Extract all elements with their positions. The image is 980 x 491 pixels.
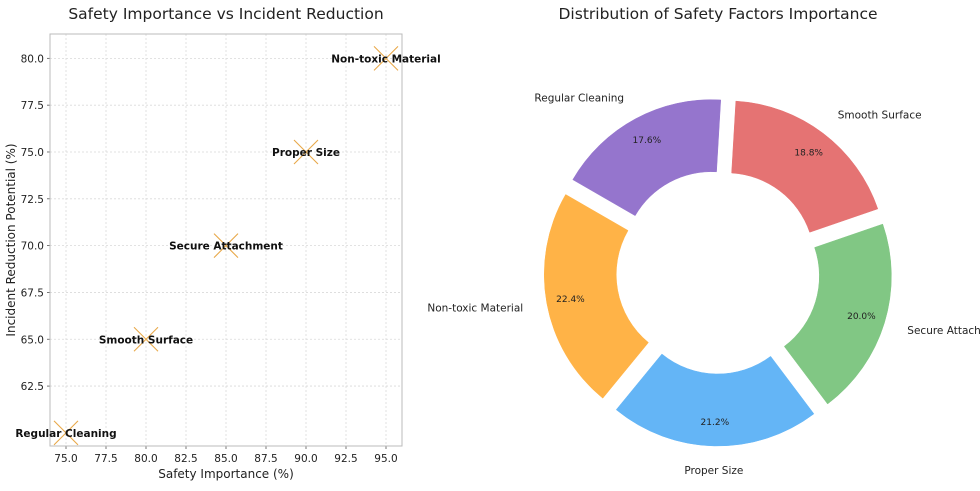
donut-slice-group: 20.0% Secure Attachment [783,223,980,405]
point-marker-stroke [53,420,79,446]
donut-slice [615,353,815,447]
slice-percent-label: 17.6% [633,136,662,146]
slice-label: Secure Attachment [907,325,980,337]
slice-percent-label: 20.0% [847,312,876,322]
y-tick-label: 62.5 [21,381,44,393]
slice-label: Regular Cleaning [534,93,624,105]
x-tick-labels: 75.0 77.5 80.0 82.5 85.0 87.5 90.0 92.5 95.0 [54,453,397,465]
slice-percent-label: 18.8% [794,149,823,159]
donut-slice [543,194,649,399]
point-marker-stroke [373,45,399,71]
x-tick-label: 90.0 [294,453,317,465]
point-label: Regular Cleaning [15,428,116,440]
y-tick-label: 77.5 [21,100,44,112]
y-tick-label: 65.0 [21,334,44,346]
point-label: Secure Attachment [169,241,283,253]
y-tick-labels: 62.5 65.0 67.5 70.0 72.5 75.0 77.5 80.0 [21,53,44,393]
slice-percent-label: 21.2% [701,418,730,428]
x-axis-label: Safety Importance (%) [158,467,294,481]
x-tick-label: 95.0 [374,453,397,465]
slice-label: Non-toxic Material [427,302,523,314]
scatter-plot-frame [49,33,403,447]
scatter-title: Safety Importance vs Incident Reduction [68,5,383,23]
scatter-point: Regular Cleaning [15,420,117,446]
donut-chart: Distribution of Safety Factors Importanc… [427,5,980,477]
point-label: Non-toxic Material [331,53,440,65]
y-tick-label: 80.0 [21,53,44,65]
scatter-points: Regular Cleaning Smooth Surface Secure Att… [15,45,441,446]
point-marker-stroke [133,326,159,352]
x-tick-label: 77.5 [94,453,117,465]
point-marker-stroke [293,139,319,165]
donut-slice [731,100,879,233]
x-tick-label: 85.0 [214,453,237,465]
x-tick-label: 82.5 [174,453,197,465]
y-axis-label: Incident Reduction Potential (%) [4,143,18,336]
x-tick-label: 92.5 [334,453,357,465]
point-label: Smooth Surface [99,334,193,346]
donut-slice [783,223,892,405]
donut-slice [572,99,722,217]
slice-percent-label: 22.4% [556,295,585,305]
donut-slice-group: 18.8% Smooth Surface [731,100,922,233]
donut-slice-group: 21.2% Proper Size [615,353,815,477]
scatter-point: Proper Size [272,139,340,165]
scatter-point: Secure Attachment [169,233,283,259]
x-tick-label: 87.5 [254,453,277,465]
point-label: Proper Size [272,147,340,159]
y-tick-label: 70.0 [21,241,44,253]
x-tick-label: 80.0 [134,453,157,465]
x-tick-label: 75.0 [54,453,77,465]
donut-title: Distribution of Safety Factors Importanc… [559,5,878,23]
point-marker-stroke [213,233,239,259]
scatter-chart: Safety Importance vs Incident Reduction … [4,5,441,481]
y-tick-label: 67.5 [21,287,44,299]
donut-slice-group: 17.6% Regular Cleaning [534,93,722,217]
donut-slice-group: 22.4% Non-toxic Material [427,194,649,399]
scatter-point: Smooth Surface [99,326,193,352]
y-tick-label: 75.0 [21,147,44,159]
scatter-point: Non-toxic Material [331,45,441,71]
y-tick-label: 72.5 [21,194,44,206]
slice-label: Smooth Surface [838,109,922,121]
slice-label: Proper Size [684,465,743,477]
